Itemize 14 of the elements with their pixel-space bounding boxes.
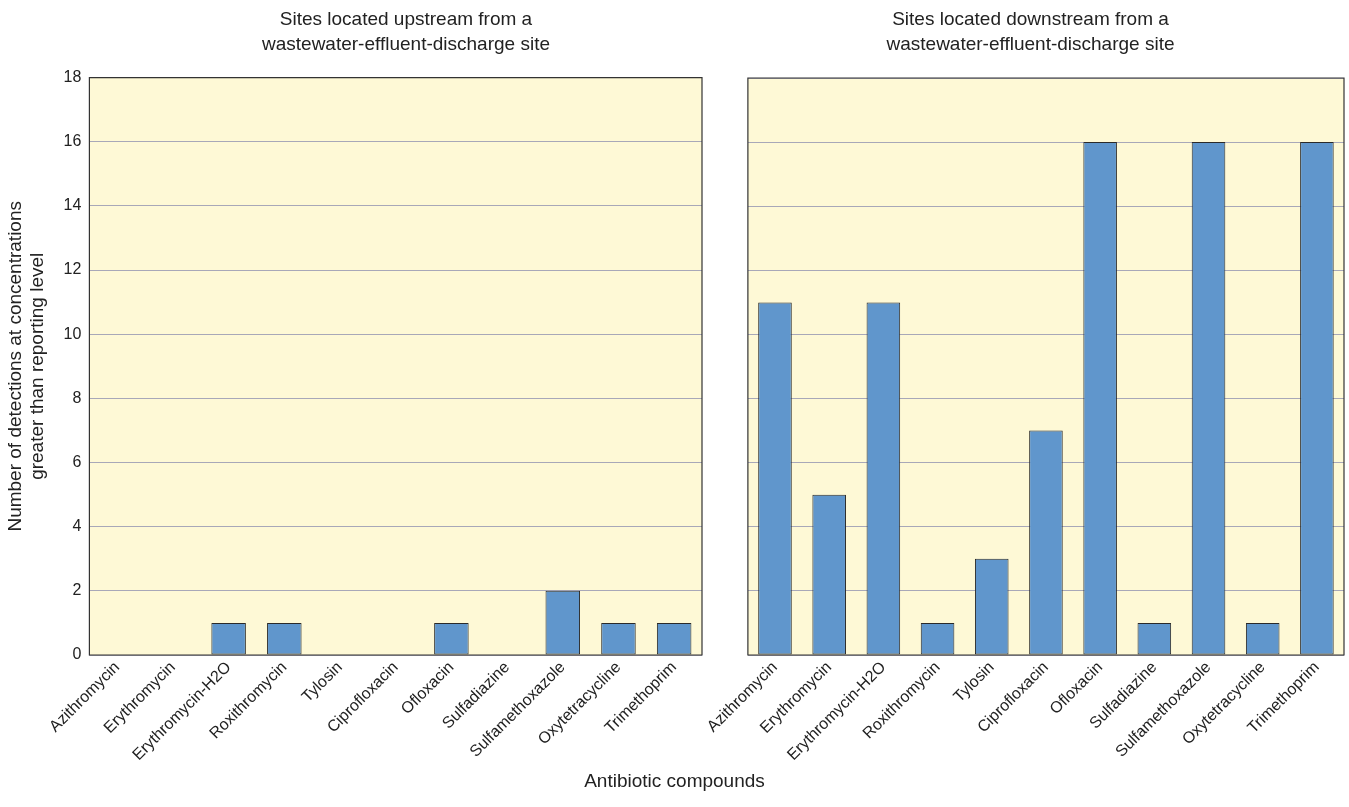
y-tick-label: 14	[63, 196, 82, 214]
chart-title: Sites located upstream from a wastewater-effluent-discharge site	[261, 7, 551, 56]
y-tick-label: 6	[72, 452, 82, 470]
y-tick-label: 12	[63, 260, 82, 278]
y-tick-label: 16	[63, 132, 82, 150]
y-tick-label: 18	[63, 68, 82, 86]
y-tick-label: 4	[72, 517, 82, 535]
y-axis-title: Number of detections at concentrations greater than reporting level	[3, 201, 48, 532]
chart-title: Sites located downstream from a wastewater-effluent-discharge site	[885, 7, 1176, 56]
y-tick-label: 8	[72, 388, 82, 406]
x-axis-title: Antibiotic compounds	[583, 770, 766, 792]
y-tick-label: 0	[72, 645, 82, 663]
y-tick-label: 2	[72, 581, 82, 599]
y-tick-label: 10	[63, 324, 82, 342]
